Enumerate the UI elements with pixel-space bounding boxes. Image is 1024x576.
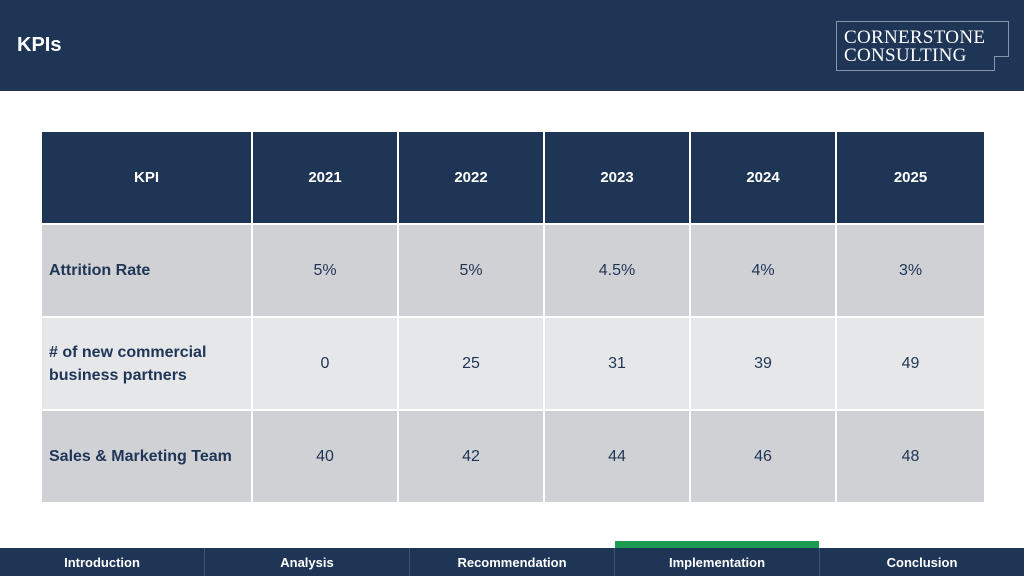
table-cell: 46 — [689, 409, 837, 504]
section-nav: Introduction Analysis Recommendation Imp… — [0, 541, 1024, 576]
header-bar: KPIs CORNERSTONE CONSULTING — [0, 0, 1024, 91]
nav-item-analysis[interactable]: Analysis — [205, 548, 410, 576]
nav-item-recommendation[interactable]: Recommendation — [410, 548, 615, 576]
logo-text-line1: CORNERSTONE — [844, 27, 986, 48]
table-cell: 42 — [397, 409, 545, 504]
logo-text-line2: CONSULTING — [844, 45, 967, 66]
table-row-new-partners: # of new commercial business partners 0 … — [40, 316, 986, 411]
table-cell: 4% — [689, 223, 837, 318]
table-cell: 3% — [835, 223, 986, 318]
nav-item-conclusion[interactable]: Conclusion — [886, 554, 958, 570]
column-header-2021: 2021 — [251, 130, 399, 225]
column-header-2023: 2023 — [543, 130, 691, 225]
row-label: Sales & Marketing Team — [40, 409, 253, 504]
row-label: # of new commercial business partners — [40, 316, 253, 411]
table-row-sales-marketing-team: Sales & Marketing Team 40 42 44 46 48 — [40, 409, 986, 504]
table-cell: 44 — [543, 409, 691, 504]
table-cell: 49 — [835, 316, 986, 411]
column-header-2025: 2025 — [835, 130, 986, 225]
table-cell: 5% — [251, 223, 399, 318]
column-header-2022: 2022 — [397, 130, 545, 225]
table-cell: 39 — [689, 316, 837, 411]
table-cell: 5% — [397, 223, 545, 318]
column-header-2024: 2024 — [689, 130, 837, 225]
table-cell: 0 — [251, 316, 399, 411]
table-header-row: KPI 2021 2022 2023 2024 2025 — [40, 130, 986, 225]
kpi-table: KPI 2021 2022 2023 2024 2025 Attrition R… — [40, 130, 986, 504]
row-label: Attrition Rate — [40, 223, 253, 318]
table-cell: 25 — [397, 316, 545, 411]
table-row-attrition-rate: Attrition Rate 5% 5% 4.5% 4% 3% — [40, 223, 986, 318]
nav-item-introduction[interactable]: Introduction — [0, 548, 205, 576]
logo-corner-mark — [994, 56, 1009, 71]
nav-item-implementation[interactable]: Implementation — [615, 541, 820, 576]
company-logo: CORNERSTONE CONSULTING — [836, 21, 1009, 71]
column-header-kpi: KPI — [40, 130, 253, 225]
page-title: KPIs — [17, 34, 62, 56]
table-cell: 4.5% — [543, 223, 691, 318]
table-cell: 31 — [543, 316, 691, 411]
table-cell: 40 — [251, 409, 399, 504]
table-cell: 48 — [835, 409, 986, 504]
